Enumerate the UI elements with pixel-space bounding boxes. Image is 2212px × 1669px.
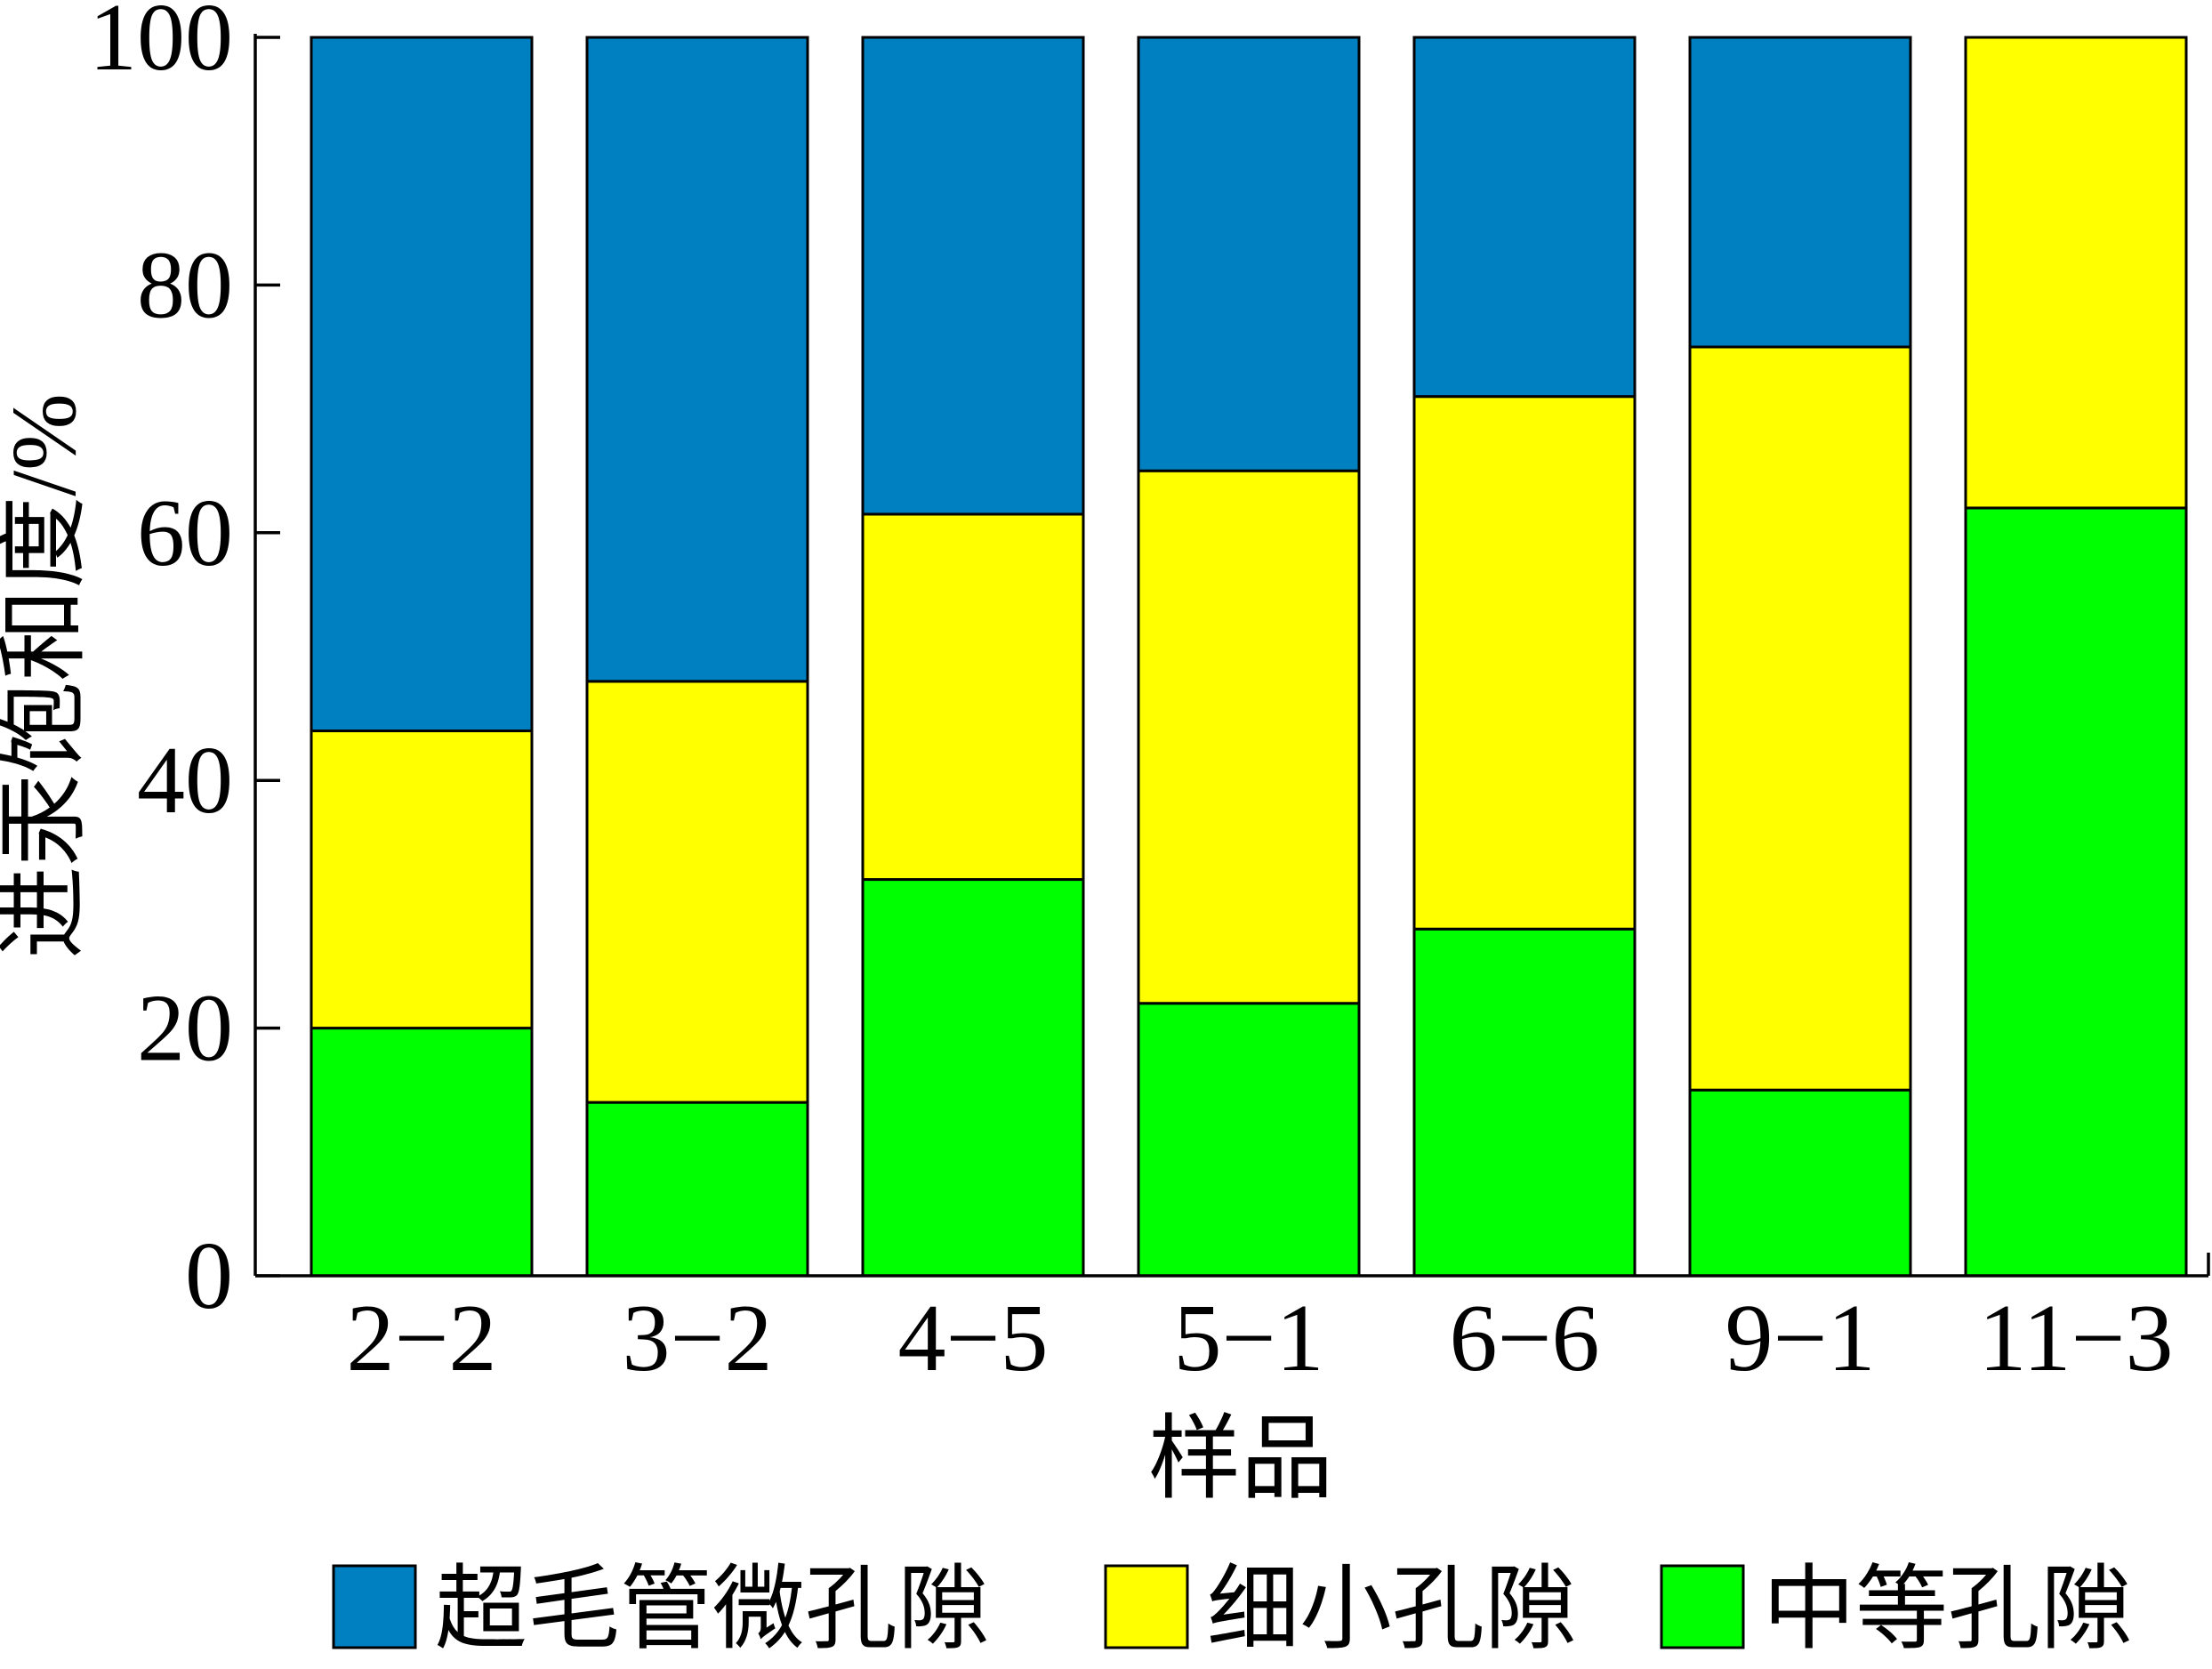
x-tick-label-11−3: 11−3 (1979, 1286, 2174, 1391)
bar-segment-9−1-中等孔隙 (1688, 1088, 1912, 1278)
y-tick-label-40: 40 (137, 728, 233, 834)
bar-segment-6−6-中等孔隙 (1412, 927, 1637, 1278)
legend-label-超毛管微孔隙: 超毛管微孔隙 (435, 1559, 990, 1661)
legend: 超毛管微孔隙 细小孔隙 中等孔隙 (332, 1559, 2133, 1661)
y-tick-label-60: 60 (137, 480, 233, 586)
x-tick-label-9−1: 9−1 (1725, 1286, 1876, 1391)
y-tick-label-80: 80 (137, 232, 233, 338)
x-tick-label-5−1: 5−1 (1174, 1286, 1324, 1391)
bar-segment-9−1-细小孔隙 (1688, 345, 1912, 1092)
bar-segment-2−2-细小孔隙 (310, 730, 534, 1030)
bar-segment-3−2-细小孔隙 (585, 680, 809, 1104)
axes-group (253, 34, 2210, 1278)
x-axis-label: 样品 (1148, 1408, 1333, 1511)
y-tick-label-0: 0 (185, 1223, 233, 1329)
x-tick-label-3−2: 3−2 (623, 1286, 773, 1391)
x-tick-label-2−2: 2−2 (347, 1286, 497, 1391)
legend-swatch-超毛管微孔隙 (332, 1564, 417, 1649)
bar-segment-9−1-超毛管微孔隙 (1688, 36, 1912, 349)
legend-label-细小孔隙: 细小孔隙 (1207, 1559, 1577, 1661)
bar-segment-6−6-细小孔隙 (1412, 395, 1637, 931)
bars-group (310, 36, 2188, 1278)
bar-segment-11−3-中等孔隙 (1964, 506, 2188, 1278)
legend-swatch-中等孔隙 (1660, 1564, 1745, 1649)
bar-segment-11−3-细小孔隙 (1964, 36, 2188, 510)
bar-segment-6−6-超毛管微孔隙 (1412, 36, 1637, 399)
bar-segment-4−5-中等孔隙 (861, 878, 1085, 1278)
x-ticks-group: 2−2 3−2 4−5 5−1 6−6 9−1 11−3 (347, 1286, 2174, 1391)
bar-segment-4−5-细小孔隙 (861, 512, 1085, 882)
x-tick-label-4−5: 4−5 (898, 1286, 1049, 1391)
bar-segment-4−5-超毛管微孔隙 (861, 36, 1085, 516)
y-tick-label-20: 20 (137, 976, 233, 1082)
bar-segment-5−1-细小孔隙 (1137, 469, 1361, 1005)
bar-segment-3−2-超毛管微孔隙 (585, 36, 809, 683)
legend-label-中等孔隙: 中等孔隙 (1763, 1559, 2133, 1661)
x-tick-label-6−6: 6−6 (1450, 1286, 1600, 1391)
bar-segment-2−2-中等孔隙 (310, 1027, 534, 1278)
legend-swatch-细小孔隙 (1104, 1564, 1189, 1649)
bar-segment-5−1-超毛管微孔隙 (1137, 36, 1361, 472)
bar-segment-3−2-中等孔隙 (585, 1101, 809, 1278)
bar-segment-2−2-超毛管微孔隙 (310, 36, 534, 733)
y-axis-label: 进汞饱和度/% (0, 393, 95, 959)
y-tick-label-100: 100 (89, 0, 233, 91)
bar-segment-5−1-中等孔隙 (1137, 1002, 1361, 1278)
y-ticks-group: 0 20 40 60 80 100 (89, 0, 280, 1329)
